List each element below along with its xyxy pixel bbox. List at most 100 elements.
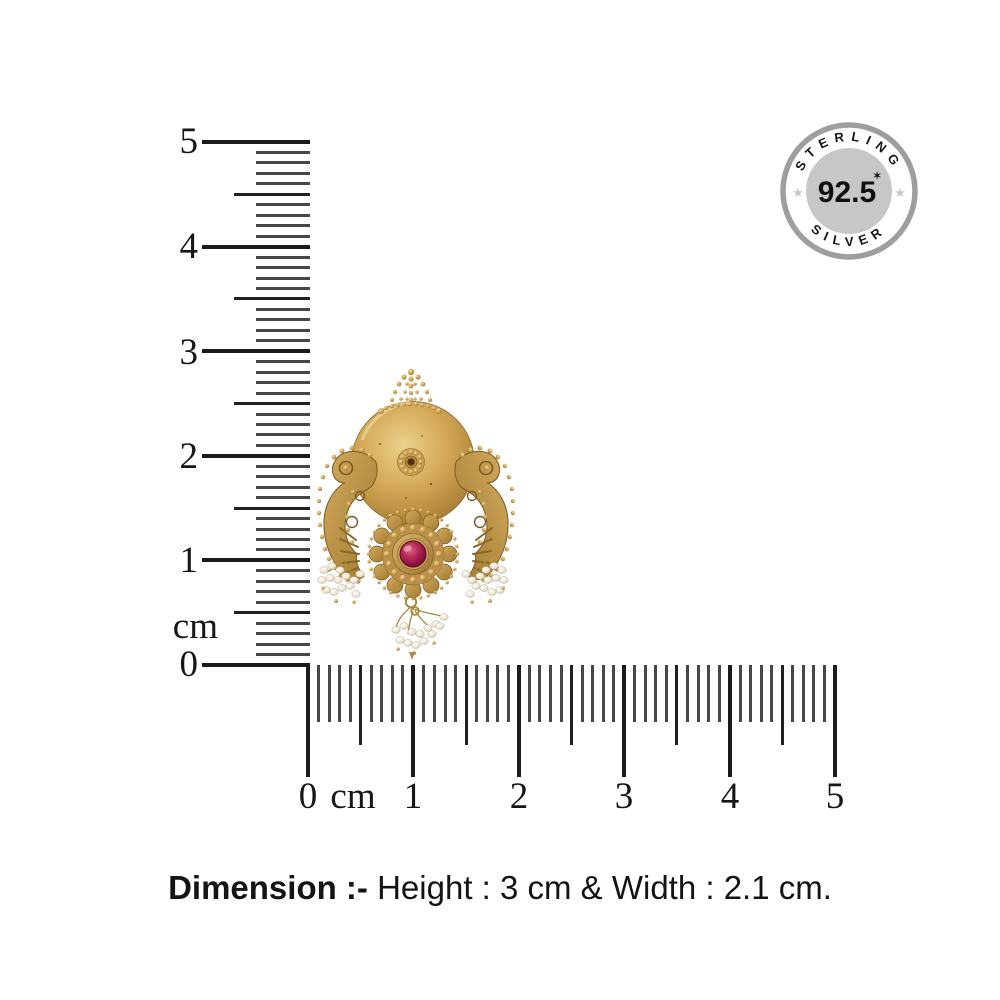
pearl-cluster-right [461, 559, 509, 604]
ruler-tick [256, 276, 310, 280]
ruler-tick [411, 665, 416, 777]
ruby-stone [399, 540, 427, 568]
crown-bead-cluster [378, 368, 442, 414]
ruler-tick [317, 665, 320, 722]
stone-highlight [403, 545, 412, 552]
star-icon-right: ★ [894, 185, 906, 200]
horizontal-ruler-label: 0 [298, 776, 318, 817]
ruler-tick [791, 665, 795, 722]
ruler-tick [812, 665, 816, 722]
ruler-tick [443, 665, 447, 722]
ruler-tick [256, 600, 310, 604]
ruler-tick [727, 665, 732, 777]
ruler-tick [717, 665, 721, 722]
ruler-tick [538, 665, 542, 722]
ruler-tick [622, 665, 627, 777]
ruler-tick [380, 665, 384, 722]
ruler-tick [548, 665, 552, 722]
ruler-tick [256, 517, 310, 521]
ruler-tick [833, 665, 837, 777]
star-icon-left: ★ [792, 185, 804, 200]
ruler-tick [256, 234, 310, 238]
ruler-tick [801, 665, 805, 722]
ruler-tick [685, 665, 689, 722]
ruler-tick [256, 590, 310, 594]
ruler-tick [256, 171, 310, 175]
ruler-tick [612, 665, 616, 722]
ruler-tick [559, 665, 563, 722]
ruler-tick [338, 665, 342, 722]
ruler-tick [327, 665, 331, 722]
dome-center-ornament [397, 448, 425, 476]
dome-granules [379, 435, 433, 499]
ruler-tick [401, 665, 405, 722]
ruler-tick [234, 611, 310, 615]
ruler-tick [359, 665, 363, 745]
ruler-tick [202, 140, 310, 144]
ruler-tick [202, 244, 310, 249]
purity-mark-icon: ✶ [873, 171, 881, 182]
ruler-tick [591, 665, 595, 722]
horizontal-ruler-label: 4 [720, 776, 740, 817]
horizontal-ruler-label: 3 [614, 776, 634, 817]
badge-center-disc [806, 148, 892, 234]
ruler-tick [256, 485, 310, 489]
ruler-tick [256, 381, 310, 385]
ruler-tick [256, 224, 310, 228]
ruler-tick [256, 213, 310, 217]
pearl-cluster-center [391, 595, 449, 660]
ruler-tick [369, 665, 373, 722]
horizontal-ruler-label: 2 [509, 776, 529, 817]
vertical-ruler-label: 0 [179, 644, 199, 685]
vertical-ruler-label: 3 [179, 332, 199, 373]
ruler-tick [234, 297, 310, 301]
ruler-tick [780, 665, 784, 745]
ruler-tick [256, 548, 310, 552]
ruler-tick [256, 151, 310, 154]
ruler-tick [580, 665, 584, 722]
horizontal-ruler-label: 1 [403, 776, 423, 817]
ruler-tick [664, 665, 668, 722]
ruler-tick [256, 653, 310, 656]
ruler-tick [654, 665, 658, 722]
caption-label: Dimension :- [168, 869, 368, 906]
ruler-tick [256, 360, 310, 364]
ruler-tick [601, 665, 605, 722]
ruler-tick [256, 433, 310, 437]
vertical-ruler-label: 2 [179, 436, 199, 477]
ruler-tick [256, 579, 310, 583]
ruler-tick [256, 255, 310, 259]
ruler-tick [256, 161, 310, 165]
ruler-tick [749, 665, 753, 722]
ruler-tick [516, 665, 521, 777]
ruler-tick [306, 665, 310, 777]
ruler-tick [696, 665, 700, 722]
ruler-tick [390, 665, 394, 722]
ruler-tick [527, 665, 531, 722]
ruler-tick [256, 318, 310, 322]
horizontal-ruler-unit-label: cm [330, 776, 376, 817]
ruler-tick [202, 663, 310, 667]
ruler-tick [234, 506, 310, 510]
ruler-tick [202, 349, 310, 354]
ruler-tick [475, 665, 479, 722]
ruler-tick [422, 665, 426, 722]
ruler-tick [256, 642, 310, 646]
ruler-tick [256, 632, 310, 636]
ruler-tick [570, 665, 573, 745]
ruler-tick [496, 665, 500, 722]
ruler-tick [256, 339, 310, 343]
ruler-tick [506, 665, 510, 722]
ruler-tick [256, 464, 310, 468]
vertical-ruler-unit-label: cm [172, 606, 218, 647]
gold-drop-tip [409, 652, 415, 660]
vertical-ruler-label: 1 [179, 540, 199, 581]
ruler-tick [759, 665, 763, 722]
ruler-tick [256, 422, 310, 426]
dimension-caption: Dimension :- Height : 3 cm & Width : 2.1… [0, 869, 1000, 907]
ruler-tick [823, 665, 826, 722]
ruler-tick [202, 558, 310, 563]
ruler-tick [256, 203, 310, 207]
ruler-tick [256, 307, 310, 311]
